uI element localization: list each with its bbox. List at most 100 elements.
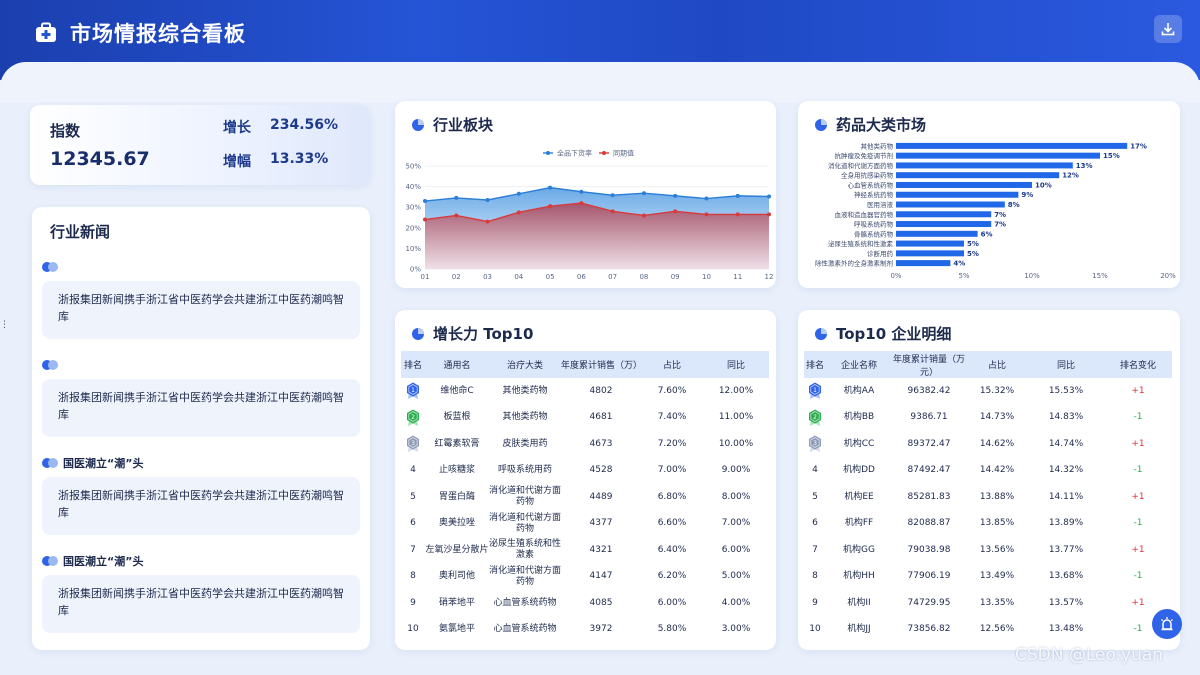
page-title: 市场情报综合看板 — [70, 22, 246, 46]
table-cell: 14.62% — [979, 438, 1015, 449]
table-cell: 机构II — [847, 597, 871, 608]
table-cell: 13.56% — [979, 544, 1015, 555]
column-header: 排名 — [804, 351, 826, 378]
data-point — [454, 213, 459, 218]
table-cell: 机构EE — [844, 491, 874, 502]
table-cell: 6.40% — [657, 544, 687, 555]
table-row[interactable]: 9 机构II 74729.95 13.35% 13.57% +1 — [804, 590, 1172, 617]
table-row[interactable]: 5 胃蛋白酶 消化道和代谢方面药物 4489 6.80% 8.00% — [401, 484, 769, 511]
table-cell: 7.00% — [657, 465, 687, 476]
column-header: 通用名 — [425, 351, 489, 378]
column-header: 同比 — [703, 351, 769, 378]
table-cell: 89372.47 — [907, 438, 951, 449]
table-cell: 4085 — [589, 597, 613, 608]
table-cell: 10.00% — [718, 438, 754, 449]
news-text[interactable]: 浙报集团新闻携手浙江省中医药学会共建浙江中医药潮鸣智库 — [42, 575, 360, 633]
table-row[interactable]: 10 机构JJ 73856.82 12.56% 13.48% -1 — [804, 617, 1172, 644]
table-row[interactable]: 6 奥美拉唑 消化道和代谢方面药物 4377 6.60% 7.00% — [401, 511, 769, 538]
table-row[interactable]: 1 维他命C 其他类药物 4802 7.60% 12.00% — [401, 378, 769, 405]
table-cell: 6.80% — [657, 491, 687, 502]
news-item[interactable]: 国医潮立“潮”头 浙报集团新闻携手浙江省中医药学会共建浙江中医药潮鸣智库 — [42, 553, 360, 633]
table-cell: 皮肤类用药 — [502, 438, 548, 449]
y-tick-label: 50% — [405, 163, 421, 171]
growth-top10-title: 增长力 Top10 — [433, 325, 534, 343]
data-point — [735, 193, 740, 198]
table-row[interactable]: 4 机构DD 87492.47 14.42% 14.32% -1 — [804, 458, 1172, 485]
sector-panel: 行业板块 0% 10% 20% 30% 40% 50% 01 02 03 04 05 06 07 08 09… — [395, 101, 776, 288]
bar[interactable] — [896, 191, 1019, 198]
rank-medal-icon: 3 — [407, 435, 419, 453]
rank-cell: 9 — [812, 597, 818, 608]
table-row[interactable]: 4 止咳糖浆 呼吸系统用药 4528 7.00% 9.00% — [401, 458, 769, 485]
table-row[interactable]: 1 机构AA 96382.42 15.32% 15.53% +1 — [804, 378, 1172, 405]
drug-bar-chart: 其他类药物 17% 抗肿瘤及免疫调节剂 15% 消化道和代谢方面药物 13% 全身用抗感染药… — [815, 141, 1176, 280]
bar[interactable] — [896, 221, 992, 228]
table-row[interactable]: 6 机构FF 82088.87 13.85% 13.89% -1 — [804, 511, 1172, 538]
table-row[interactable]: 7 机构GG 79038.98 13.56% 13.77% +1 — [804, 537, 1172, 564]
bar[interactable] — [896, 250, 964, 257]
table-row[interactable]: 8 奥利司他 消化道和代谢方面药物 4147 6.20% 5.00% — [401, 564, 769, 591]
bar[interactable] — [896, 240, 964, 247]
drag-handle-icon[interactable]: ⋮ — [0, 320, 9, 330]
bar-value-label: 13% — [1076, 162, 1093, 170]
table-cell: 13.49% — [979, 571, 1015, 582]
bar[interactable] — [896, 260, 951, 267]
x-tick-label: 04 — [514, 273, 523, 281]
table-cell: 82088.87 — [907, 518, 951, 529]
index-label: 指数 — [50, 122, 81, 140]
rank-cell: 7 — [812, 544, 818, 555]
table-cell: 14.74% — [1048, 438, 1084, 449]
bar[interactable] — [896, 172, 1060, 179]
table-row[interactable]: 2 板蓝根 其他类药物 4681 7.40% 11.00% — [401, 405, 769, 432]
table-cell: 6.00% — [657, 597, 687, 608]
table-row[interactable]: 10 氨氯地平 心血管系统药物 3972 5.80% 3.00% — [401, 617, 769, 644]
table-cell: 氨氯地平 — [438, 624, 475, 635]
bar[interactable] — [896, 201, 1005, 208]
data-point — [641, 191, 646, 196]
bar[interactable] — [896, 142, 1128, 149]
news-text[interactable]: 浙报集团新闻携手浙江省中医药学会共建浙江中医药潮鸣智库 — [42, 379, 360, 437]
bar[interactable] — [896, 162, 1073, 169]
bar[interactable] — [896, 211, 992, 218]
bar[interactable] — [896, 152, 1100, 159]
table-cell: 4681 — [589, 412, 613, 423]
table-row[interactable]: 7 左氧沙星分散片 泌尿生殖系统和性激素 4321 6.40% 6.00% — [401, 537, 769, 564]
download-button[interactable] — [1154, 15, 1182, 43]
growth-top10-panel: 增长力 Top10 排名 通用名 治疗大类 年度累计销售（万） 占比 同比 1 维… — [395, 310, 776, 650]
rank-cell: 1 — [804, 378, 826, 405]
bar[interactable] — [896, 181, 1032, 188]
legend-label[interactable]: 全品下货率 — [557, 149, 592, 158]
column-header: 排名 — [401, 351, 425, 378]
data-point — [579, 189, 584, 194]
growth-value: 234.56% — [270, 117, 339, 133]
assistant-button[interactable] — [1152, 609, 1182, 639]
table-row[interactable]: 3 红霉素软膏 皮肤类用药 4673 7.20% 10.00% — [401, 431, 769, 458]
table-cell: 13.35% — [979, 597, 1015, 608]
table-row[interactable]: 9 硝苯地平 心血管系统药物 4085 6.00% 4.00% — [401, 590, 769, 617]
table-cell: 机构CC — [843, 438, 875, 449]
table-cell: 13.68% — [1048, 571, 1084, 582]
x-tick-label: 05 — [546, 273, 555, 281]
table-row[interactable]: 5 机构EE 85281.83 13.88% 14.11% +1 — [804, 484, 1172, 511]
legend-label[interactable]: 同期值 — [613, 149, 634, 158]
news-text[interactable]: 浙报集团新闻携手浙江省中医药学会共建浙江中医药潮鸣智库 — [42, 281, 360, 339]
news-item[interactable]: 国医潮立“潮”头 浙报集团新闻携手浙江省中医药学会共建浙江中医药潮鸣智库 — [42, 455, 360, 535]
table-row[interactable]: 8 机构HH 77906.19 13.49% 13.68% -1 — [804, 564, 1172, 591]
news-item[interactable]: 浙报集团新闻携手浙江省中医药学会共建浙江中医药潮鸣智库 — [42, 259, 360, 339]
bar[interactable] — [896, 230, 978, 237]
news-item[interactable]: 浙报集团新闻携手浙江省中医药学会共建浙江中医药潮鸣智库 — [42, 357, 360, 437]
rise-value: 13.33% — [270, 151, 329, 167]
rank-cell: 10 — [407, 624, 419, 635]
table-row[interactable]: 2 机构BB 9386.71 14.73% 14.83% -1 — [804, 405, 1172, 432]
pie-chart-icon — [815, 327, 827, 340]
table-cell: 机构HH — [843, 571, 875, 582]
news-text[interactable]: 浙报集团新闻携手浙江省中医药学会共建浙江中医药潮鸣智库 — [42, 477, 360, 535]
table-cell: 4528 — [589, 465, 613, 476]
table-cell: 15.53% — [1048, 385, 1084, 396]
table-cell: 12.00% — [718, 385, 754, 396]
table-cell: 87492.47 — [907, 465, 951, 476]
data-point — [423, 217, 427, 222]
table-row[interactable]: 3 机构CC 89372.47 14.62% 14.74% +1 — [804, 431, 1172, 458]
table-cell: 13.89% — [1048, 518, 1084, 529]
dots-icon — [42, 360, 58, 370]
